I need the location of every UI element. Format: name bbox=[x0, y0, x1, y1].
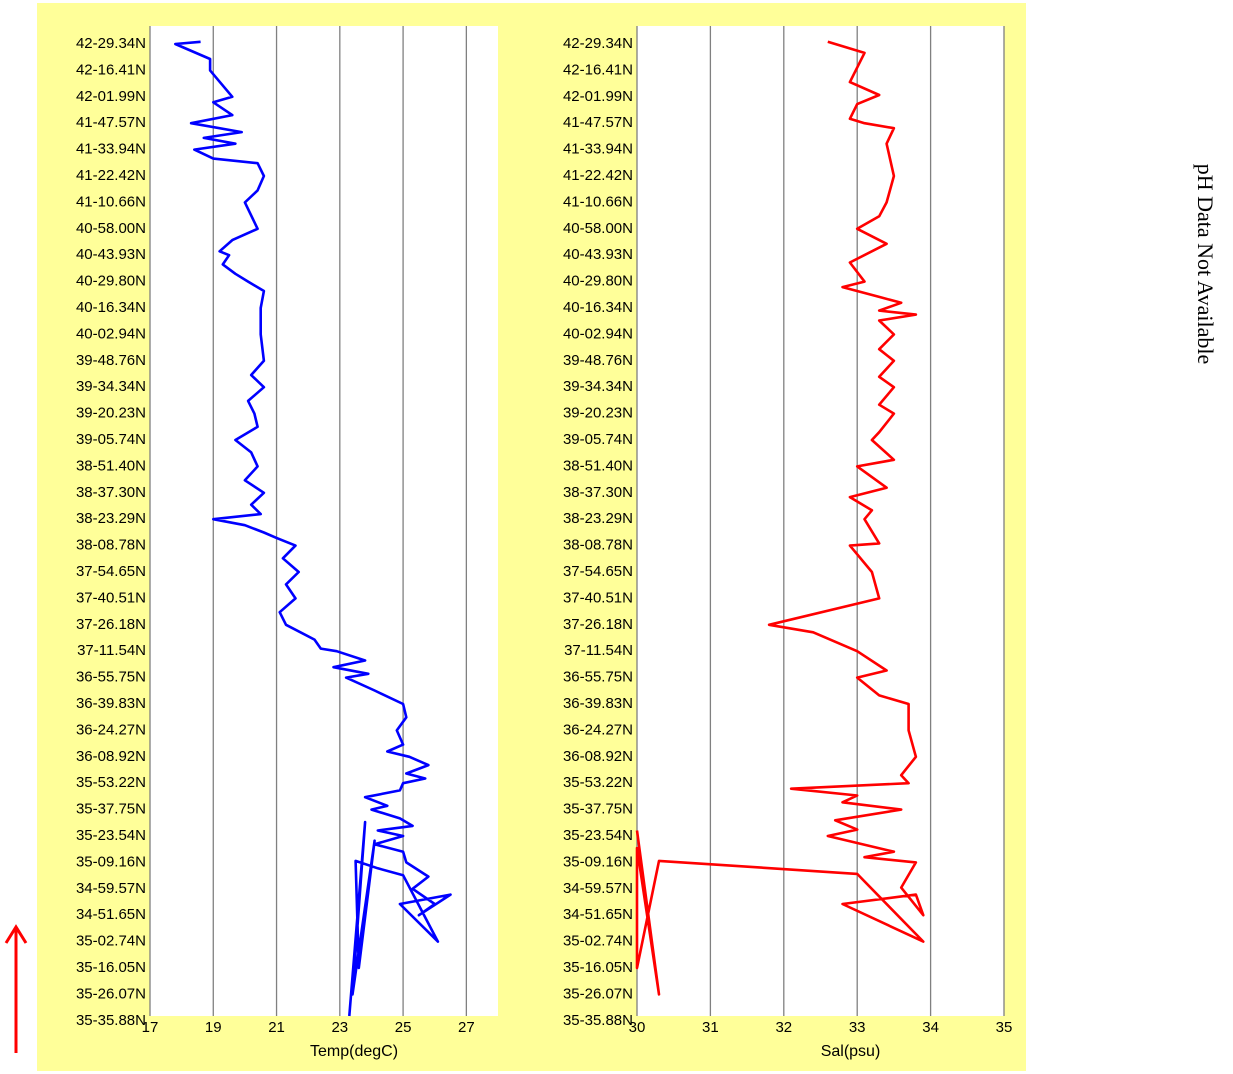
sal-y-tick-label: 38-23.29N bbox=[563, 510, 633, 527]
sal-y-tick-label: 42-16.41N bbox=[563, 61, 633, 78]
temp-y-tick-label: 40-43.93N bbox=[76, 246, 146, 263]
temp-y-tick-label: 39-48.76N bbox=[76, 352, 146, 369]
temp-x-tick-label: 21 bbox=[268, 1019, 285, 1036]
temp-y-tick-label: 35-26.07N bbox=[76, 985, 146, 1002]
sal-y-tick-label: 40-02.94N bbox=[563, 325, 633, 342]
sal-y-tick-label: 36-55.75N bbox=[563, 669, 633, 686]
sal-y-tick-label: 34-59.57N bbox=[563, 880, 633, 897]
salinity-chart: 42-29.34N 42-16.41N 42-01.99N 41-47.57N 41-3… bbox=[526, 3, 1026, 1071]
sal-x-tick-label: 33 bbox=[849, 1019, 866, 1036]
sal-x-tick-label: 31 bbox=[702, 1019, 719, 1036]
sal-y-tick-label: 40-16.34N bbox=[563, 299, 633, 316]
sal-y-tick-label: 35-09.16N bbox=[563, 853, 633, 870]
sal-series-line bbox=[635, 40, 925, 996]
temp-y-tick-label: 35-35.88N bbox=[76, 1012, 146, 1029]
temp-y-tick-label: 38-37.30N bbox=[76, 484, 146, 501]
sal-x-tick-label: 30 bbox=[629, 1019, 646, 1036]
sal-y-tick-label: 35-35.88N bbox=[563, 1012, 633, 1029]
temp-y-tick-label: 38-08.78N bbox=[76, 537, 146, 554]
sal-y-tick-label: 35-16.05N bbox=[563, 959, 633, 976]
temp-y-tick-label: 42-29.34N bbox=[76, 35, 146, 52]
sal-y-tick-label: 38-37.30N bbox=[563, 484, 633, 501]
temp-y-tick-label: 37-54.65N bbox=[76, 563, 146, 580]
temp-x-tick-label: 19 bbox=[205, 1019, 222, 1036]
sal-x-tick-label: 35 bbox=[996, 1019, 1013, 1036]
sal-y-tick-label: 42-29.34N bbox=[563, 35, 633, 52]
ph-unavailable-note: pH Data Not Available bbox=[1193, 164, 1218, 365]
sal-y-tick-label: 37-26.18N bbox=[563, 616, 633, 633]
temp-y-tick-label: 35-37.75N bbox=[76, 801, 146, 818]
sal-y-tick-label: 41-22.42N bbox=[563, 167, 633, 184]
temp-y-tick-label: 41-33.94N bbox=[76, 141, 146, 158]
sal-y-tick-label: 39-20.23N bbox=[563, 405, 633, 422]
sal-y-tick-label: 36-39.83N bbox=[563, 695, 633, 712]
sal-y-tick-label: 41-33.94N bbox=[563, 141, 633, 158]
temp-series-line bbox=[174, 40, 452, 1017]
arrow-up-icon bbox=[4, 924, 28, 1053]
temp-y-tick-label: 41-47.57N bbox=[76, 114, 146, 131]
temp-x-axis-title: Temp(degC) bbox=[310, 1043, 398, 1060]
temp-y-tick-label: 40-16.34N bbox=[76, 299, 146, 316]
temp-y-tick-label: 42-16.41N bbox=[76, 61, 146, 78]
temp-y-tick-label: 39-20.23N bbox=[76, 405, 146, 422]
temp-y-tick-label: 40-29.80N bbox=[76, 273, 146, 290]
sal-y-tick-label: 39-34.34N bbox=[563, 378, 633, 395]
temp-y-tick-label: 35-09.16N bbox=[76, 853, 146, 870]
temp-x-tick-label: 23 bbox=[331, 1019, 348, 1036]
sal-y-tick-label: 37-11.54N bbox=[564, 642, 633, 659]
temp-y-tick-label: 36-08.92N bbox=[76, 748, 146, 765]
temp-y-tick-label: 35-16.05N bbox=[76, 959, 146, 976]
sal-x-tick-label: 32 bbox=[775, 1019, 792, 1036]
temp-y-tick-label: 39-05.74N bbox=[76, 431, 146, 448]
temp-y-tick-label: 42-01.99N bbox=[76, 88, 146, 105]
sal-y-tick-label: 37-40.51N bbox=[563, 589, 633, 606]
sal-y-tick-label: 34-51.65N bbox=[563, 906, 633, 923]
sal-y-tick-label: 36-08.92N bbox=[563, 748, 633, 765]
temp-x-tick-label: 25 bbox=[395, 1019, 412, 1036]
sal-y-tick-label: 36-24.27N bbox=[563, 721, 633, 738]
temp-x-tick-label: 17 bbox=[142, 1019, 159, 1036]
sal-y-tick-label: 41-10.66N bbox=[563, 193, 633, 210]
temp-y-tick-label: 34-51.65N bbox=[76, 906, 146, 923]
sal-y-tick-label: 42-01.99N bbox=[563, 88, 633, 105]
temp-y-tick-label: 36-55.75N bbox=[76, 669, 146, 686]
temp-y-tick-label: 36-24.27N bbox=[76, 721, 146, 738]
temp-y-tick-label: 41-10.66N bbox=[76, 193, 146, 210]
sal-y-tick-label: 35-53.22N bbox=[563, 774, 633, 791]
sal-y-tick-label: 40-43.93N bbox=[563, 246, 633, 263]
temp-y-tick-label: 35-02.74N bbox=[76, 933, 146, 950]
sal-y-tick-label: 39-48.76N bbox=[563, 352, 633, 369]
temp-y-tick-label: 35-23.54N bbox=[76, 827, 146, 844]
temp-x-tick-label: 27 bbox=[458, 1019, 475, 1036]
sal-y-tick-label: 35-26.07N bbox=[563, 985, 633, 1002]
sal-y-tick-label: 38-51.40N bbox=[563, 457, 633, 474]
sal-y-tick-label: 35-02.74N bbox=[563, 933, 633, 950]
sal-y-tick-label: 41-47.57N bbox=[563, 114, 633, 131]
temperature-chart: 42-29.34N 42-16.41N 42-01.99N 41-47.57N 41-3… bbox=[37, 3, 526, 1071]
temp-y-tick-label: 37-11.54N bbox=[77, 642, 146, 659]
sal-y-tick-label: 40-29.80N bbox=[563, 273, 633, 290]
sal-x-axis-title: Sal(psu) bbox=[821, 1043, 881, 1060]
sal-y-tick-label: 38-08.78N bbox=[563, 537, 633, 554]
sal-y-tick-label: 35-23.54N bbox=[563, 827, 633, 844]
temp-plot-area bbox=[150, 26, 498, 1016]
sal-y-tick-label: 35-37.75N bbox=[563, 801, 633, 818]
temp-y-tick-label: 37-26.18N bbox=[76, 616, 146, 633]
temp-y-tick-label: 40-02.94N bbox=[76, 325, 146, 342]
sal-y-tick-label: 39-05.74N bbox=[563, 431, 633, 448]
temp-y-tick-label: 34-59.57N bbox=[76, 880, 146, 897]
sal-y-tick-label: 37-54.65N bbox=[563, 563, 633, 580]
sal-x-tick-label: 34 bbox=[922, 1019, 939, 1036]
temp-y-tick-label: 35-53.22N bbox=[76, 774, 146, 791]
temp-y-tick-label: 40-58.00N bbox=[76, 220, 146, 237]
temp-y-tick-label: 39-34.34N bbox=[76, 378, 146, 395]
temp-y-tick-label: 37-40.51N bbox=[76, 589, 146, 606]
temp-y-tick-label: 38-51.40N bbox=[76, 457, 146, 474]
sal-plot-area bbox=[637, 26, 1004, 1016]
temp-y-tick-label: 38-23.29N bbox=[76, 510, 146, 527]
temp-y-tick-label: 41-22.42N bbox=[76, 167, 146, 184]
temp-y-tick-label: 36-39.83N bbox=[76, 695, 146, 712]
sal-y-tick-label: 40-58.00N bbox=[563, 220, 633, 237]
